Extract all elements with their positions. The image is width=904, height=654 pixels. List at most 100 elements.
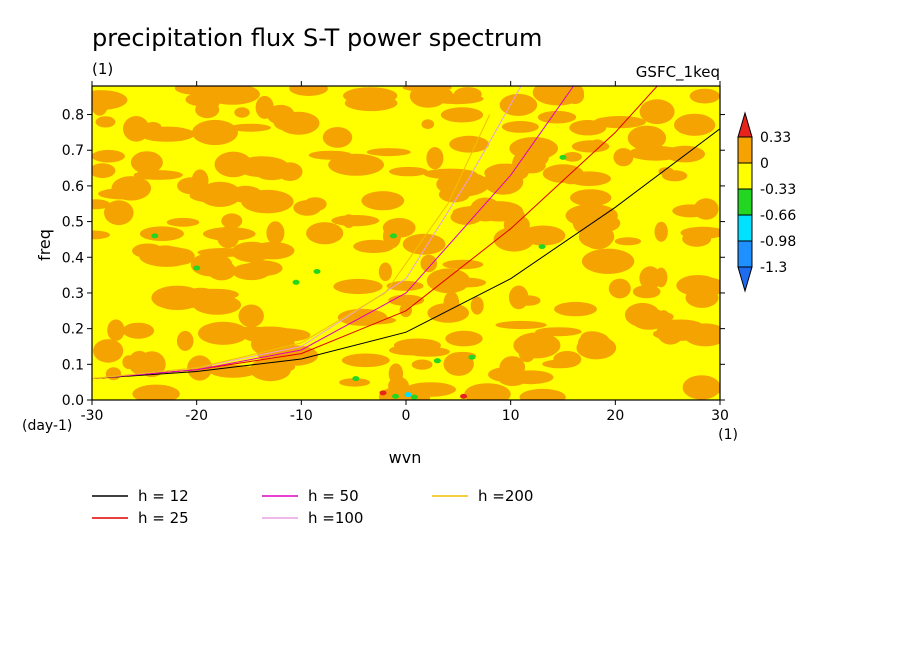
- heatmap-cell: [139, 126, 195, 142]
- heatmap-cell: [488, 366, 527, 383]
- heatmap-cell: [238, 304, 264, 328]
- heatmap-cell: [266, 221, 285, 245]
- heatmap-cell: [130, 151, 163, 174]
- legend-label: h = 50: [308, 487, 359, 505]
- heatmap-cell: [92, 199, 111, 210]
- heatmap-cell: [470, 197, 501, 222]
- heatmap-cell: [378, 262, 392, 282]
- heatmap-spot: [559, 154, 567, 160]
- heatmap-spot: [410, 394, 418, 400]
- y-tick-label: 0.7: [62, 143, 84, 159]
- heatmap-cell: [563, 152, 582, 162]
- heatmap-cell: [95, 116, 116, 128]
- heatmap-cell: [499, 93, 538, 116]
- y-axis-ticks: 0.0 0.1 0.2 0.3 0.4 0.5 0.6 0.7 0.8: [62, 108, 725, 409]
- heatmap-cell: [682, 230, 712, 247]
- heatmap-cell: [277, 162, 303, 181]
- heatmap-cell: [341, 353, 390, 368]
- heatmap-cell: [537, 110, 577, 124]
- heatmap-spot: [392, 393, 399, 399]
- heatmap-cell: [440, 107, 484, 123]
- heatmap-cell: [449, 135, 489, 153]
- heatmap-cell: [421, 119, 435, 130]
- heatmap-cell: [693, 198, 719, 220]
- heatmap-cell: [542, 164, 584, 183]
- heatmap-cell: [232, 263, 271, 281]
- heatmap-cell: [689, 88, 720, 104]
- heatmap-field: [92, 86, 720, 400]
- heatmap-cell: [107, 319, 125, 342]
- heatmap-cell: [198, 321, 249, 345]
- x-tick-label: 20: [606, 408, 624, 424]
- heatmap-cell: [632, 285, 661, 299]
- heatmap-spot: [389, 233, 397, 239]
- heatmap-cell: [198, 181, 242, 207]
- heatmap-cell: [328, 153, 384, 176]
- colorbar-label: -0.33: [760, 182, 796, 198]
- heatmap-cell: [624, 302, 661, 327]
- heatmap-cell: [445, 330, 483, 347]
- heatmap-cell: [613, 148, 634, 167]
- heatmap-cell: [322, 126, 353, 148]
- colorbar-label: 0.33: [760, 130, 791, 146]
- heatmap-cell: [519, 388, 566, 400]
- heatmap-cell: [503, 214, 530, 236]
- heatmap-cell: [122, 322, 155, 339]
- x-tick-label: 0: [402, 408, 411, 424]
- heatmap-cell: [614, 237, 642, 246]
- heatmap-cell: [470, 296, 484, 315]
- colorbar-box: [737, 136, 753, 164]
- x-axis-label: wvn: [389, 448, 422, 467]
- heatmap-spot: [538, 244, 546, 250]
- heatmap-cell: [92, 90, 128, 110]
- colorbar-label: -0.66: [760, 208, 796, 224]
- heatmap-cell: [542, 359, 577, 369]
- heatmap-cell: [389, 345, 433, 356]
- heatmap-cell: [333, 278, 383, 295]
- heatmap-cell: [382, 218, 416, 238]
- heatmap-cell: [662, 170, 688, 182]
- heatmap-cell: [402, 233, 446, 255]
- heatmap-cell: [518, 342, 536, 363]
- heatmap-cell: [166, 217, 200, 227]
- heatmap-spot: [379, 390, 387, 396]
- heatmap-cell: [306, 222, 344, 245]
- heatmap-cell: [399, 303, 412, 318]
- heatmap-cell: [388, 363, 404, 385]
- heatmap-cell: [674, 113, 715, 136]
- heatmap-cell: [639, 266, 661, 290]
- legend: h = 12 h = 25 h = 50 h =100 h =200: [92, 487, 533, 527]
- heatmap-spot: [313, 269, 321, 274]
- heatmap-cell: [423, 168, 478, 180]
- heatmap-cell: [139, 226, 184, 241]
- x-tick-label: 10: [502, 408, 520, 424]
- heatmap-cell: [92, 163, 116, 179]
- heatmap-cell: [235, 156, 289, 178]
- y-tick-label: 0.1: [62, 357, 84, 373]
- heatmap-cell: [343, 87, 398, 105]
- heatmap-cell: [654, 221, 668, 242]
- heatmap-cell: [132, 384, 180, 400]
- heatmap-cell: [411, 359, 433, 370]
- colorbar-label: 0: [760, 156, 769, 172]
- heatmap-spot: [433, 358, 441, 364]
- heatmap-cell: [682, 375, 720, 400]
- heatmap-cell: [217, 226, 240, 249]
- colorbar-bottom-triangle: [737, 266, 753, 293]
- heatmap-cell: [520, 225, 566, 246]
- heatmap-cell: [98, 188, 148, 200]
- heatmap-cell: [207, 260, 236, 281]
- heatmap-cell: [495, 320, 547, 330]
- heatmap-cell: [516, 295, 541, 306]
- legend-label: h =100: [308, 509, 363, 527]
- heatmap-cell: [289, 86, 328, 96]
- heatmap-cell: [524, 147, 549, 167]
- heatmap-cell: [501, 121, 539, 133]
- heatmap-cell: [197, 248, 251, 257]
- heatmap-cell: [234, 107, 250, 118]
- dispersion-curve-h50: [92, 86, 574, 380]
- heatmap-cell: [187, 355, 213, 381]
- x-tick-label: -20: [185, 408, 208, 424]
- heatmap-spot: [151, 233, 159, 239]
